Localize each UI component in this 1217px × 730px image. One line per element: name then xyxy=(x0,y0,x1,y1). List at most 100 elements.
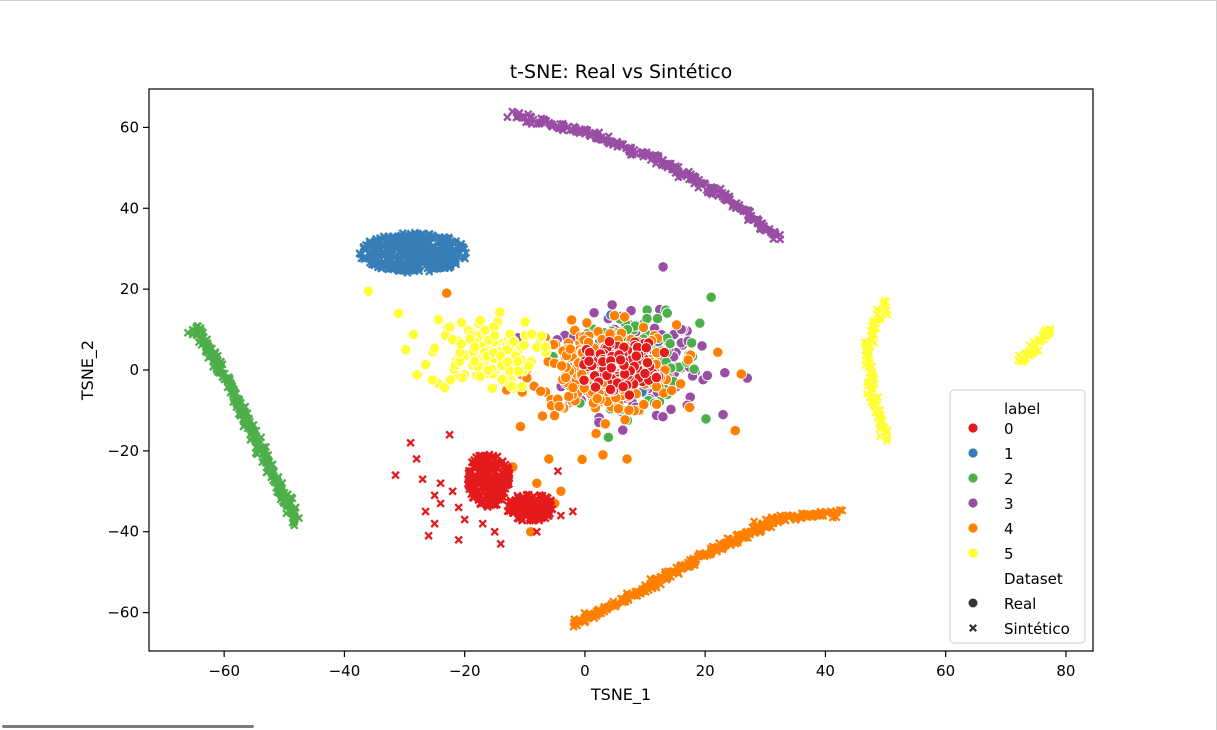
real-point-label-0 xyxy=(658,346,671,359)
real-point-label-0 xyxy=(617,381,629,393)
synthetic-point-label-0 xyxy=(529,514,538,523)
synthetic-point-label-0 xyxy=(497,495,506,504)
synthetic-point-label-0 xyxy=(537,505,547,514)
real-point-label-5 xyxy=(428,342,441,354)
real-point-label-4 xyxy=(618,311,631,323)
synthetic-point-label-1 xyxy=(417,252,426,261)
synthetic-point-label-0 xyxy=(496,482,505,491)
synthetic-point-label-0 xyxy=(503,463,512,473)
synthetic-point-label-0 xyxy=(448,487,457,496)
legend-entry-label-3: 3 xyxy=(1004,495,1014,513)
y-tick-label: −20 xyxy=(107,442,139,460)
synthetic-point-label-0 xyxy=(412,454,421,464)
synthetic-point-label-1 xyxy=(376,261,385,271)
synthetic-point-label-4 xyxy=(622,589,632,598)
synthetic-point-label-0 xyxy=(519,504,528,513)
real-point-label-0 xyxy=(578,374,590,386)
x-tick-label: 60 xyxy=(936,662,955,680)
legend-marker-label-2 xyxy=(967,472,979,484)
synthetic-point-label-1 xyxy=(439,234,448,244)
real-point-label-4 xyxy=(683,401,696,414)
synthetic-point-label-0 xyxy=(418,474,427,484)
synthetic-point-label-1 xyxy=(402,256,412,266)
synthetic-point-label-1 xyxy=(383,248,392,258)
synthetic-point-label-0 xyxy=(479,477,488,487)
real-point-label-5 xyxy=(444,374,457,386)
synthetic-point-label-4 xyxy=(803,510,813,519)
chart-title: t-SNE: Real vs Sintético xyxy=(510,61,733,83)
real-point-label-4 xyxy=(729,424,741,437)
synthetic-point-label-0 xyxy=(478,519,487,528)
real-point-label-5 xyxy=(482,364,494,377)
real-point-label-4 xyxy=(548,409,561,422)
synthetic-point-label-0 xyxy=(496,472,506,482)
real-point-label-2 xyxy=(686,337,698,349)
synthetic-point-label-3 xyxy=(678,169,688,179)
synthetic-point-label-1 xyxy=(428,245,437,254)
synthetic-point-label-3 xyxy=(758,219,767,228)
x-tick-label: 20 xyxy=(696,662,715,680)
synthetic-point-label-0 xyxy=(532,527,542,536)
real-point-label-4 xyxy=(670,319,683,331)
real-point-label-3 xyxy=(719,367,731,379)
synthetic-point-label-0 xyxy=(445,430,454,439)
horizontal-scrollbar[interactable] xyxy=(2,725,254,728)
synthetic-point-label-4 xyxy=(715,538,724,548)
real-point-label-4 xyxy=(621,453,633,465)
synthetic-point-label-1 xyxy=(438,253,448,262)
real-point-label-3 xyxy=(606,299,618,311)
synthetic-point-label-1 xyxy=(371,234,381,244)
real-point-label-5 xyxy=(501,356,514,368)
real-point-label-5 xyxy=(535,330,548,342)
real-point-label-5 xyxy=(508,335,520,348)
synthetic-point-label-4 xyxy=(742,527,751,536)
synthetic-point-label-0 xyxy=(483,502,492,512)
synthetic-point-label-3 xyxy=(745,214,754,224)
real-point-label-5 xyxy=(407,328,420,341)
synthetic-point-label-0 xyxy=(538,503,547,512)
real-point-label-4 xyxy=(535,385,547,397)
synthetic-point-label-4 xyxy=(641,587,651,596)
synthetic-point-label-3 xyxy=(558,121,568,131)
synthetic-point-label-1 xyxy=(388,238,398,248)
legend-style-title: Dataset xyxy=(1004,570,1063,588)
synthetic-point-label-0 xyxy=(545,509,555,518)
synthetic-point-label-0 xyxy=(509,506,519,515)
real-point-label-4 xyxy=(637,321,650,334)
legend-marker-real xyxy=(968,598,978,608)
synthetic-point-label-0 xyxy=(467,467,477,477)
legend-entry-real: Real xyxy=(1004,595,1036,613)
real-point-label-4 xyxy=(597,449,609,461)
synthetic-point-label-0 xyxy=(476,499,485,509)
synthetic-point-label-3 xyxy=(769,234,778,244)
synthetic-point-label-1 xyxy=(402,263,411,273)
synthetic-point-label-0 xyxy=(436,499,445,508)
real-point-label-5 xyxy=(411,369,423,381)
synthetic-point-label-1 xyxy=(396,234,406,243)
real-point-label-5 xyxy=(419,358,432,371)
real-point-label-5 xyxy=(526,328,538,340)
synthetic-point-label-1 xyxy=(422,255,432,264)
synthetic-point-label-4 xyxy=(676,563,685,572)
real-point-label-5 xyxy=(399,344,412,356)
synthetic-point-label-1 xyxy=(369,244,378,253)
legend-marker-label-0 xyxy=(967,422,979,434)
real-point-label-5 xyxy=(516,380,528,393)
real-point-label-4 xyxy=(560,372,572,384)
synthetic-point-label-1 xyxy=(459,252,468,262)
real-point-label-4 xyxy=(567,382,579,394)
real-point-label-2 xyxy=(705,291,717,303)
real-point-label-4 xyxy=(651,398,663,410)
y-tick-label: 60 xyxy=(120,118,139,136)
synthetic-point-label-4 xyxy=(749,517,759,526)
real-point-label-4 xyxy=(638,398,650,411)
real-point-label-2 xyxy=(700,413,712,425)
real-point-label-5 xyxy=(519,316,531,328)
real-point-label-0 xyxy=(583,355,595,367)
synthetic-point-label-1 xyxy=(396,231,406,240)
legend-marker-synthetic xyxy=(969,624,977,632)
synthetic-point-label-1 xyxy=(413,259,423,269)
synthetic-point-label-0 xyxy=(406,438,415,447)
synthetic-point-label-4 xyxy=(631,587,641,596)
